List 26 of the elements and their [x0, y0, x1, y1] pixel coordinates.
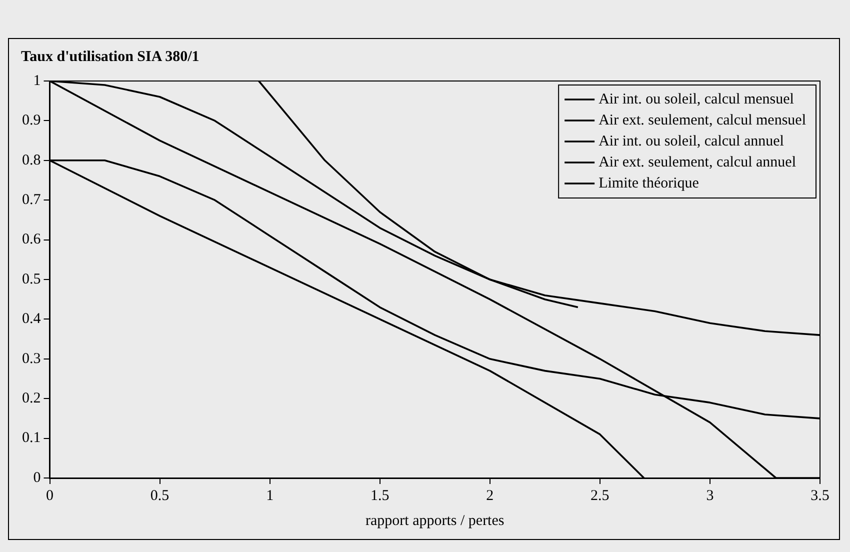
legend-label: Air ext. seulement, calcul mensuel	[598, 112, 806, 128]
y-tick-label: 0.1	[22, 430, 41, 446]
x-tick-label: 2	[486, 488, 494, 504]
y-tick-label: 1	[33, 72, 41, 89]
x-tick-label: 1	[266, 488, 274, 504]
legend-label: Air ext. seulement, calcul annuel	[598, 154, 796, 170]
x-axis-title: rapport apports / pertes	[366, 512, 504, 529]
x-tick-label: 3	[706, 488, 714, 504]
y-tick-label: 0.7	[22, 192, 42, 208]
y-tick-label: 0.9	[22, 112, 41, 129]
legend-label: Air int. ou soleil, calcul annuel	[598, 133, 784, 150]
y-tick-label: 0.6	[22, 232, 42, 248]
x-tick-label: 0.5	[150, 488, 170, 504]
x-tick-label: 3.5	[810, 488, 830, 504]
x-tick-label: 2.5	[590, 488, 610, 504]
y-tick-label: 0.3	[22, 350, 41, 367]
legend-label: Air int. ou soleil, calcul mensuel	[598, 91, 794, 108]
y-tick-label: 0.8	[22, 152, 41, 168]
x-tick-label: 1.5	[370, 488, 390, 504]
chart-title: Taux d'utilisation SIA 380/1	[21, 49, 200, 66]
y-tick-label: 0.4	[22, 311, 42, 328]
y-tick-label: 0.5	[22, 271, 41, 288]
legend-label: Limite théorique	[598, 175, 700, 192]
y-tick-label: 0.2	[22, 390, 41, 407]
y-tick-label: 0	[33, 470, 41, 486]
x-tick-label: 0	[46, 488, 54, 504]
